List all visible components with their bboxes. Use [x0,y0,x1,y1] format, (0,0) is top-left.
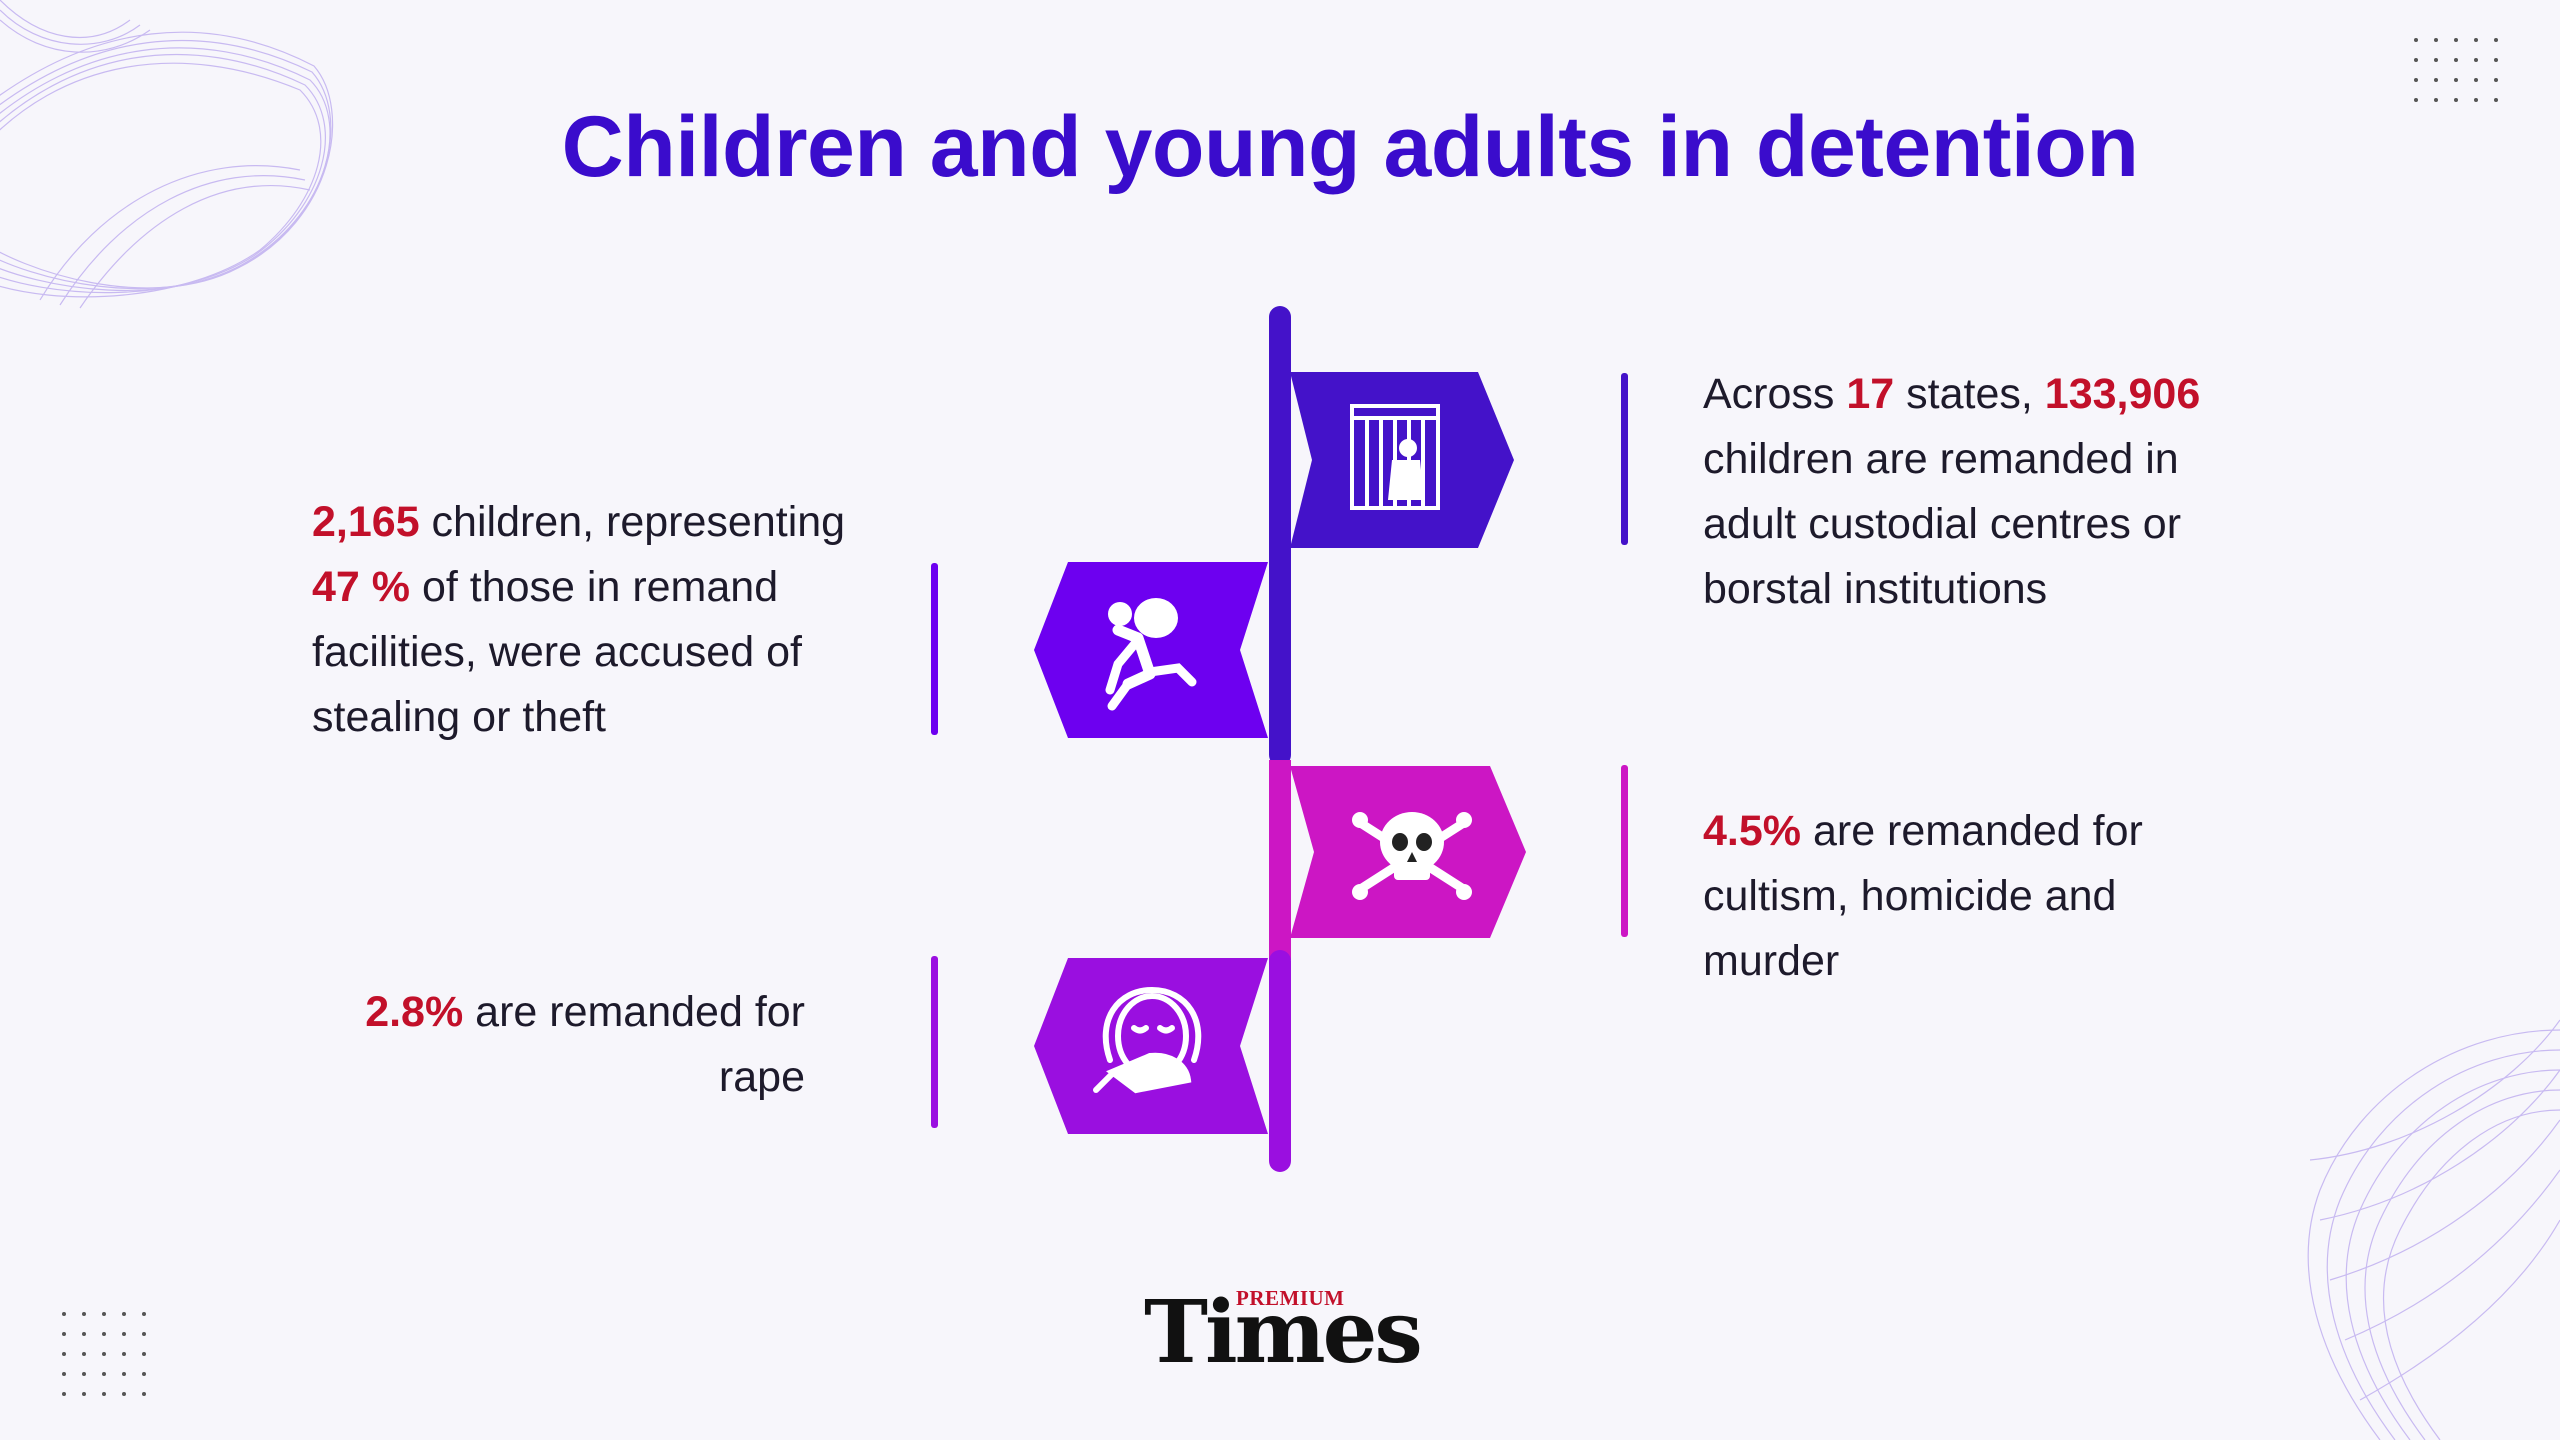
stat-theft-percent: 47 % [312,563,411,611]
stat-remand-text-b: states, [1894,370,2045,418]
skull-crossbones-icon [1352,812,1472,900]
premium-times-logo: Times PREMIUM [1140,1282,1423,1378]
stat-remand-states: 17 [1846,370,1895,418]
stat-remand-text-a: Across [1703,370,1847,418]
stat-remand-text-c: children are remanded in adult custodial… [1703,435,2182,613]
spine-segment-purple [1269,950,1291,1172]
stat-theft-text-a: children, representing [419,498,846,546]
logo-premium-text: PREMIUM [1236,1286,1345,1310]
stat-cultism-percent: 4.5% [1703,807,1802,855]
dot-grid-bottom-left [62,1312,146,1396]
wire-swirl-bottom-right [2307,1019,2560,1440]
dot-grid-top-right [2414,38,2498,102]
accent-bar-left-bottom [931,956,938,1128]
stat-theft-count: 2,165 [312,498,420,546]
stat-rape-text-a: are remanded for rape [463,988,805,1101]
logo-times-text: Times [1144,1282,1423,1383]
flag-theft [1034,562,1268,738]
stat-cultism-text: 4.5% are remanded for cultism, homicide … [1703,799,2263,994]
page-title: Children and young adults in detention [561,99,2139,195]
stat-cultism-text-a: are remanded for cultism, homicide and m… [1703,807,2143,985]
flag-rape [1034,958,1268,1134]
spine-segment-magenta [1269,760,1291,960]
thief-running-icon [1105,598,1197,711]
stat-theft-text: 2,165 children, representing 47 % of tho… [312,490,872,750]
stat-remand-count: 133,906 [2044,370,2201,418]
accent-bar-right-top [1621,373,1628,545]
stat-remand-text: Across 17 states, 133,906 children are r… [1703,362,2223,622]
stat-rape-text: 2.8% are remanded for rape [300,980,805,1110]
covered-mouth-face-icon [1093,986,1202,1094]
stat-theft-text-b: of those in remand facilities, were accu… [312,563,802,741]
wire-swirl-top-left [0,0,334,309]
stat-rape-percent: 2.8% [365,988,464,1036]
timeline-diagram [1034,306,1526,1172]
accent-bar-left-top [931,563,938,735]
spine-segment-indigo [1269,306,1291,766]
accent-bar-right-bottom [1621,765,1628,937]
